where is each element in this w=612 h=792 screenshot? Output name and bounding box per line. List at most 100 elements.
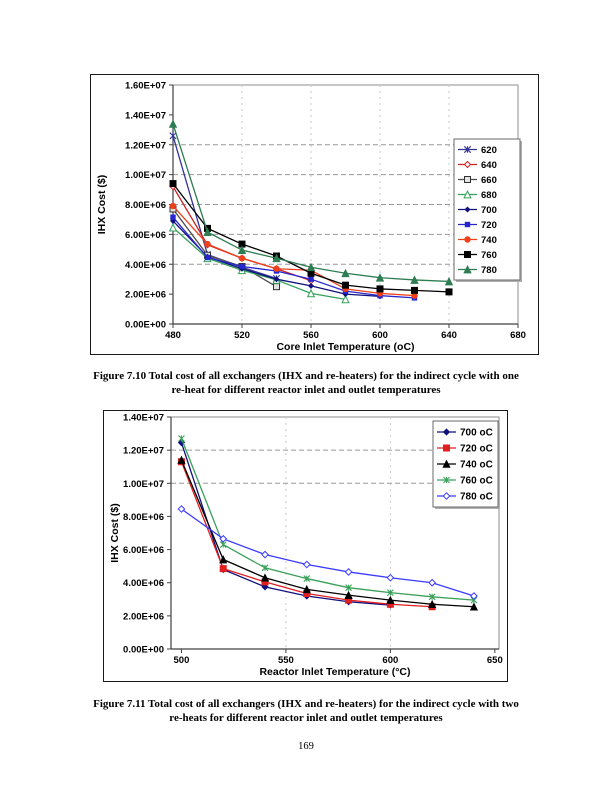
y-tick-label: 1.20E+07 xyxy=(123,446,164,457)
series-marker xyxy=(341,268,350,278)
series-marker xyxy=(219,534,228,543)
series-marker xyxy=(168,223,178,232)
legend-label: 780 oC xyxy=(460,492,493,503)
series-marker xyxy=(469,602,479,611)
series-760 xyxy=(169,180,453,296)
legend-label: 660 xyxy=(481,175,497,186)
series-760-oC xyxy=(178,435,478,604)
x-tick-label: 600 xyxy=(382,655,398,666)
y-axis-title: IHX Cost ($) xyxy=(96,175,108,235)
series-marker xyxy=(444,276,454,286)
y-tick-label: 8.00E+06 xyxy=(123,512,164,523)
y-tick-label: 2.00E+06 xyxy=(125,290,166,301)
series-marker xyxy=(410,275,419,284)
x-tick-label: 520 xyxy=(234,330,250,341)
series-marker xyxy=(464,176,471,183)
caption-line: Figure 7.10 Total cost of all exchangers… xyxy=(93,370,519,382)
series-marker xyxy=(303,575,311,582)
y-tick-label: 1.60E+07 xyxy=(125,81,166,92)
legend-label: 700 oC xyxy=(460,428,493,439)
series-marker xyxy=(170,214,176,220)
legend-label: 740 xyxy=(481,235,497,246)
series-marker xyxy=(341,294,350,304)
series-marker xyxy=(273,283,280,291)
page-number: 169 xyxy=(298,741,314,752)
series-marker xyxy=(273,276,280,283)
series-marker xyxy=(306,288,316,298)
series-marker xyxy=(261,550,269,559)
series-marker xyxy=(463,145,472,154)
caption-line: re-heats for different reactor inlet and… xyxy=(169,712,443,724)
series-marker xyxy=(386,573,395,582)
series-marker xyxy=(261,564,269,572)
series-marker xyxy=(442,428,451,436)
legend-label: 700 xyxy=(481,205,497,216)
series-marker xyxy=(204,254,211,261)
series-marker xyxy=(464,221,471,228)
y-tick-label: 1.20E+07 xyxy=(125,140,166,151)
series-marker xyxy=(237,245,247,254)
series-marker xyxy=(345,584,352,592)
series-marker xyxy=(464,206,471,213)
series-marker xyxy=(442,459,451,468)
y-tick-label: 4.00E+06 xyxy=(125,260,166,271)
y-tick-label: 2.00E+06 xyxy=(123,611,164,622)
series-marker xyxy=(464,251,471,258)
y-axis-title: IHX Cost ($) xyxy=(109,503,121,563)
y-tick-label: 0.00E+00 xyxy=(125,320,166,331)
series-marker xyxy=(342,281,349,289)
figure-7-11-chart-frame: 0.00E+00 2.00E+06 4.00E+06 6.00E+06 8.00E+06… xyxy=(103,410,508,682)
series-marker xyxy=(302,584,311,594)
y-tick-label: 6.00E+06 xyxy=(123,545,164,556)
series-marker xyxy=(464,236,471,243)
y-tick-label: 1.00E+07 xyxy=(125,170,166,181)
series-marker xyxy=(168,119,178,128)
series-marker xyxy=(344,590,353,599)
x-tick-label: 560 xyxy=(303,330,319,341)
series-marker xyxy=(302,560,311,569)
series-marker xyxy=(428,599,437,609)
y-tick-label: 1.40E+07 xyxy=(125,110,166,121)
series-marker xyxy=(386,595,395,604)
series-marker xyxy=(411,286,418,294)
series-740-oC xyxy=(177,455,479,611)
series-marker xyxy=(219,555,228,564)
x-tick-label: 500 xyxy=(174,655,190,666)
series-marker xyxy=(463,160,472,169)
series-marker xyxy=(375,273,385,282)
legend-label: 740 oC xyxy=(460,460,493,471)
figure-7-10-chart-frame: 0.00E+00 2.00E+06 4.00E+06 6.00E+06 8.00E+06… xyxy=(90,74,539,355)
series-marker xyxy=(219,565,227,573)
series-marker xyxy=(428,593,436,601)
series-marker xyxy=(238,255,246,262)
series-marker xyxy=(169,180,177,188)
x-tick-label: 650 xyxy=(487,655,503,666)
series-marker xyxy=(204,240,211,248)
series-marker xyxy=(470,592,478,600)
series-marker xyxy=(442,492,451,500)
series-marker xyxy=(443,476,450,484)
legend-label: 720 oC xyxy=(460,444,493,455)
series-marker xyxy=(445,288,453,296)
legend-label: 760 xyxy=(481,250,497,261)
series-marker xyxy=(386,589,394,597)
series-marker xyxy=(273,265,280,272)
y-tick-label: 1.40E+07 xyxy=(123,413,164,424)
y-tick-label: 4.00E+06 xyxy=(123,578,164,589)
legend-label: 760 oC xyxy=(460,476,493,487)
figure-7-10-caption: Figure 7.10 Total cost of all exchangers… xyxy=(40,369,572,397)
series-marker xyxy=(308,276,314,282)
series-marker xyxy=(443,444,450,452)
legend-label: 620 xyxy=(481,145,497,156)
series-marker xyxy=(169,217,177,224)
series-marker xyxy=(178,435,185,442)
series-marker xyxy=(169,202,177,210)
figure-7-11-caption: Figure 7.11 Total cost of all exchangers… xyxy=(40,697,572,725)
legend-label: 720 xyxy=(481,220,497,231)
series-780-oC xyxy=(177,505,478,600)
x-tick-label: 550 xyxy=(278,655,294,666)
x-tick-label: 600 xyxy=(372,330,388,341)
axes: 0.00E+00 2.00E+06 4.00E+06 6.00E+06 8.00E+06… xyxy=(125,81,526,342)
series-marker xyxy=(463,189,472,199)
y-tick-label: 6.00E+06 xyxy=(125,230,166,241)
